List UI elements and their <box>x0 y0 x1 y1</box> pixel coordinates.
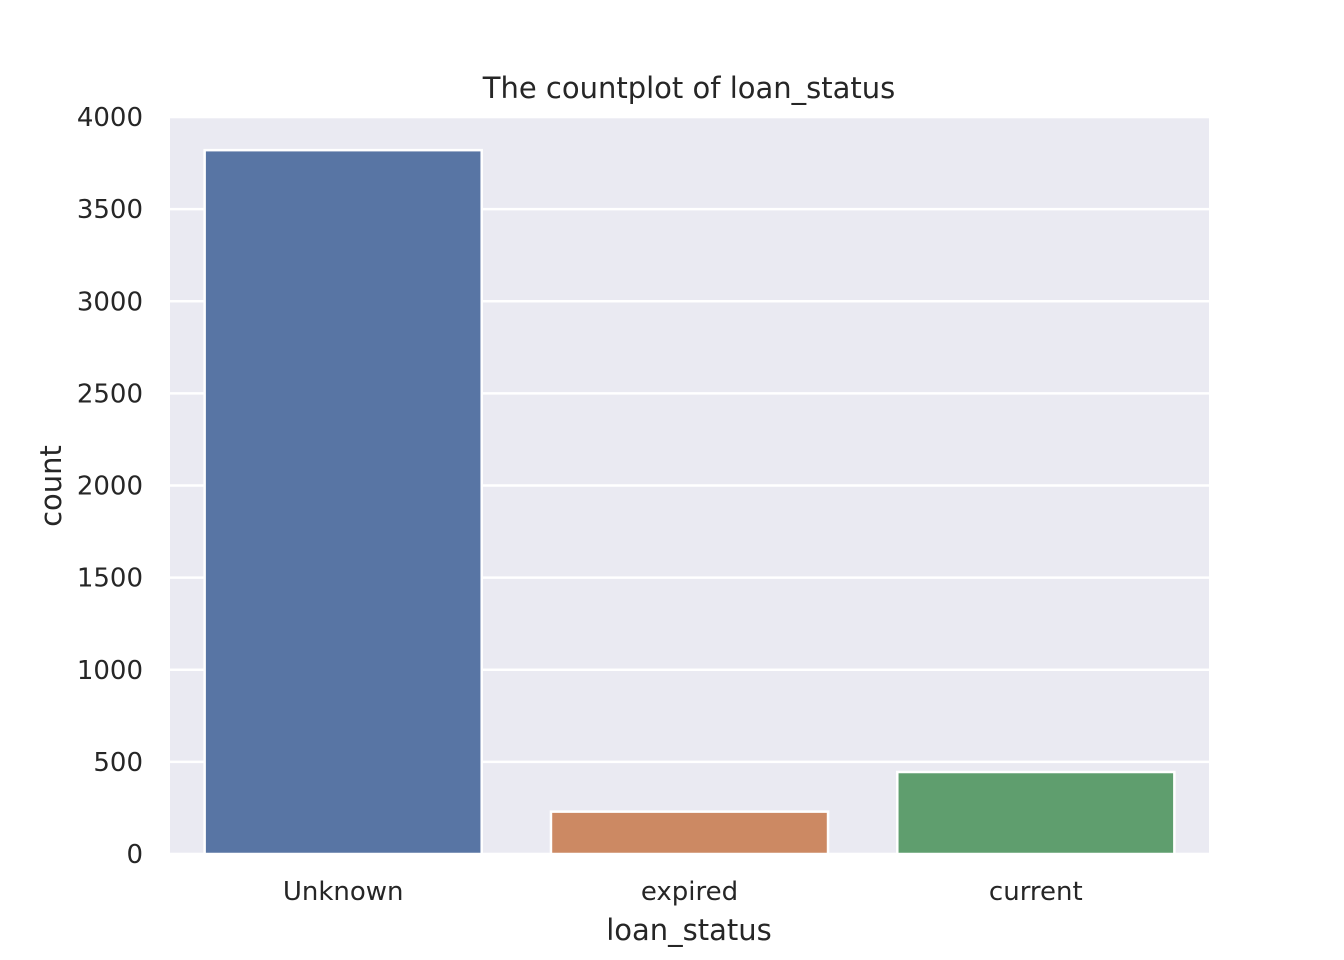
y-tick-label: 1000 <box>77 656 143 686</box>
y-axis-label: count <box>34 445 68 527</box>
bars <box>203 148 1176 856</box>
x-tick-label: current <box>989 877 1083 907</box>
y-tick-labels: 0 500 1000 1500 2000 2500 3000 3500 4000 <box>77 103 143 870</box>
x-axis-label: loan_status <box>606 913 772 947</box>
bar-expired <box>549 810 830 856</box>
y-tick-label: 500 <box>93 748 143 778</box>
chart-title: The countplot of loan_status <box>482 71 896 105</box>
x-tick-label: expired <box>641 877 738 907</box>
y-tick-label: 0 <box>126 840 143 870</box>
bar-unknown <box>203 148 483 856</box>
y-tick-label: 3000 <box>77 287 143 317</box>
y-tick-label: 3500 <box>77 195 143 225</box>
y-tick-label: 2500 <box>77 379 143 409</box>
y-tick-label: 1500 <box>77 564 143 594</box>
bar-current <box>896 770 1176 856</box>
y-tick-label: 4000 <box>77 103 143 133</box>
x-tick-labels: Unknown expired current <box>283 877 1083 907</box>
y-tick-label: 2000 <box>77 472 143 502</box>
x-tick-label: Unknown <box>283 877 404 907</box>
